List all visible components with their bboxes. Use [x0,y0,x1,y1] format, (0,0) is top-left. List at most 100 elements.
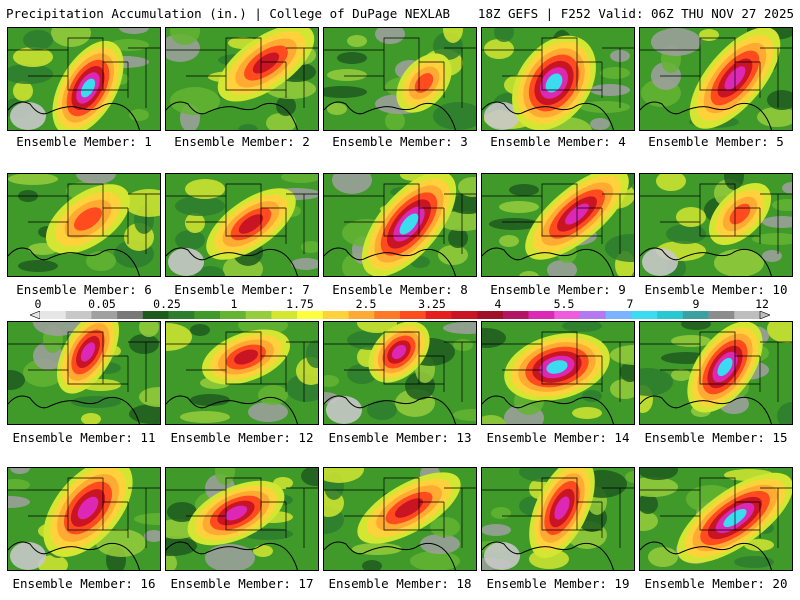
precip-map-image [482,322,634,424]
colorbar-tick-label: 12 [755,297,769,311]
precip-map-image [324,174,476,276]
precip-map-image [640,174,792,276]
ensemble-member-map [7,467,161,571]
ensemble-member-label: Ensemble Member: 7 [174,282,310,297]
colorbar-right-arrow [759,311,770,319]
ensemble-member-map [323,173,477,277]
colorbar-segment [271,311,298,319]
precip-map-image [640,468,792,570]
ensemble-member-map [7,321,161,425]
colorbar-segment [65,311,92,319]
ensemble-member-label: Ensemble Member: 15 [644,430,788,445]
ensemble-member-label: Ensemble Member: 18 [328,576,472,591]
page-title: Precipitation Accumulation (in.) | Colle… [6,6,451,21]
colorbar-segment [580,311,607,319]
colorbar-segment [348,311,375,319]
colorbar-tick-label: 5.5 [553,297,575,311]
precip-map-image [8,468,160,570]
colorbar-segment [657,311,684,319]
colorbar-segment [631,311,658,319]
precip-map-image [8,28,160,130]
precip-map-image [482,468,634,570]
precip-map-image [8,174,160,276]
colorbar-segment [734,311,761,319]
ensemble-member-label: Ensemble Member: 1 [16,134,152,149]
colorbar-tick-label: 0.25 [153,297,181,311]
ensemble-member-map [165,321,319,425]
colorbar-segment [400,311,427,319]
ensemble-member-label: Ensemble Member: 8 [332,282,468,297]
ensemble-member-map [639,321,793,425]
colorbar-segment [194,311,221,319]
colorbar-segment [245,311,272,319]
colorbar-segment [297,311,324,319]
ensemble-member-label: Ensemble Member: 12 [170,430,314,445]
ensemble-member-label: Ensemble Member: 3 [332,134,468,149]
colorbar-segment [91,311,118,319]
ensemble-member-label: Ensemble Member: 6 [16,282,152,297]
ensemble-member-label: Ensemble Member: 10 [644,282,788,297]
ensemble-member-map [165,173,319,277]
colorbar-segment [502,311,529,319]
ensemble-member-map [7,173,161,277]
ensemble-member-map [481,321,635,425]
precip-map-image [640,322,792,424]
ensemble-member-map [323,321,477,425]
precip-map-image [324,468,476,570]
ensemble-member-label: Ensemble Member: 4 [490,134,626,149]
colorbar-segment [168,311,195,319]
ensemble-member-map [481,173,635,277]
ensemble-member-map [639,27,793,131]
colorbar-tick-label: 0.05 [88,297,116,311]
ensemble-member-map [323,27,477,131]
ensemble-member-map [7,27,161,131]
ensemble-member-label: Ensemble Member: 17 [170,576,314,591]
colorbar-tick-label: 1 [230,297,238,311]
colorbar-segment [451,311,478,319]
colorbar-segment [220,311,247,319]
colorbar-segment [374,311,401,319]
ensemble-member-label: Ensemble Member: 11 [12,430,156,445]
ensemble-member-map [639,467,793,571]
colorbar-segment [117,311,144,319]
ensemble-member-label: Ensemble Member: 19 [486,576,630,591]
ensemble-member-map [323,467,477,571]
colorbar-segment [708,311,735,319]
ensemble-member-map [639,173,793,277]
precip-map-image [324,322,476,424]
precip-map-image [166,468,318,570]
precip-map-image [166,174,318,276]
colorbar-segment [40,311,67,319]
ensemble-member-map [481,27,635,131]
ensemble-member-map [481,467,635,571]
ensemble-member-label: Ensemble Member: 16 [12,576,156,591]
precip-map-image [8,322,160,424]
ensemble-member-label: Ensemble Member: 20 [644,576,788,591]
colorbar-segment [322,311,349,319]
colorbar-segment [682,311,709,319]
ensemble-member-label: Ensemble Member: 2 [174,134,310,149]
colorbar-tick-label: 3.25 [418,297,446,311]
precip-map-image [640,28,792,130]
colorbar-tick-label: 1.75 [286,297,314,311]
ensemble-member-label: Ensemble Member: 13 [328,430,472,445]
precip-map-image [166,28,318,130]
colorbar-tick-label: 2.5 [355,297,377,311]
precip-map-image [482,28,634,130]
colorbar-segment [142,311,169,319]
colorbar-segment [425,311,452,319]
ensemble-member-map [165,27,319,131]
precip-map-image [166,322,318,424]
colorbar-tick-label: 7 [626,297,634,311]
precip-map-image [324,28,476,130]
ensemble-member-map [165,467,319,571]
precip-map-image [482,174,634,276]
ensemble-member-label: Ensemble Member: 5 [648,134,784,149]
colorbar-left-arrow [30,311,41,319]
colorbar-tick-label: 4 [494,297,502,311]
colorbar-tick-label: 0 [34,297,42,311]
colorbar-segment [477,311,504,319]
colorbar-tick-label: 9 [692,297,700,311]
colorbar-segment [605,311,632,319]
colorbar-segment [554,311,581,319]
